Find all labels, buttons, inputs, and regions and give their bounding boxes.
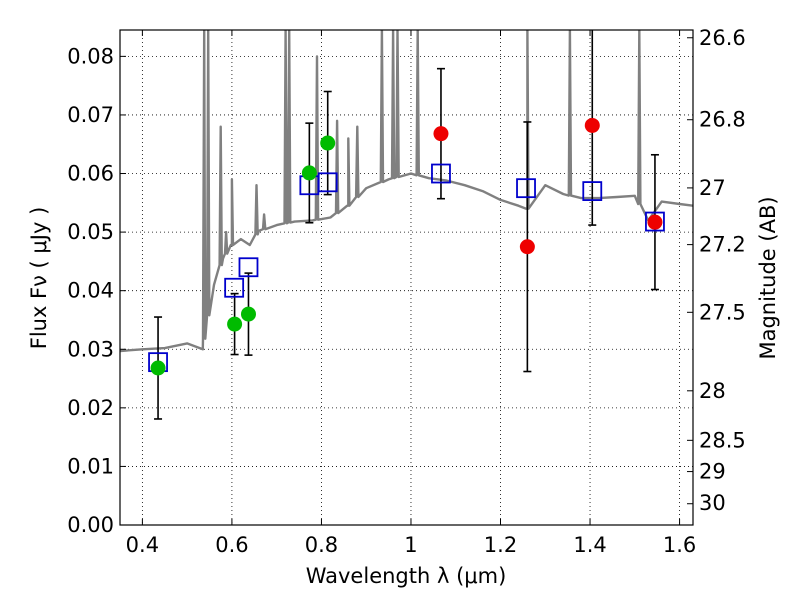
hst-point [301,165,317,181]
y-right-tick-label: 28 [699,379,726,403]
model-flux-square [317,172,338,193]
x-tick-label: 1.2 [484,533,517,557]
x-tick-label: 0.6 [215,533,248,557]
hst-point [240,306,256,322]
x-tick-label: 1.6 [663,533,696,557]
hst-point [320,135,336,151]
model-flux-square [431,163,451,184]
x-tick-label: 0.8 [305,533,338,557]
x-tick-label: 1.4 [573,533,606,557]
y-tick-label: 0.02 [67,396,114,420]
axes: 0.4 0.6 0.8 1 1.2 1.4 1.6 0.00 0.01 0.02 0.03 0.04 0… [67,26,746,557]
y-right-tick-label: 26.6 [699,26,746,50]
y-tick-label: 0.01 [67,454,114,478]
y-axis-right-label: Magnitude (AB) [756,196,780,359]
y-right-tick-label: 27.5 [699,300,746,324]
model-flux-square [645,211,665,232]
hst-point [227,316,243,332]
y-tick-label: 0.05 [67,220,114,244]
x-axis-label: Wavelength λ (μm) [306,564,507,588]
ir-point [519,239,535,255]
y-tick-label: 0.00 [67,513,114,537]
y-right-tick-label: 27 [699,176,726,200]
model-flux-square [224,277,245,298]
y-tick-label: 0.08 [67,44,114,68]
model-flux-square [516,178,536,199]
y-tick-label: 0.07 [67,103,114,127]
grid [120,30,693,526]
x-tick-label: 1 [404,533,417,557]
x-tick-label: 0.4 [126,533,159,557]
ir-point [584,117,600,133]
plot-area [120,30,693,420]
y-right-tick-label: 26.8 [699,108,746,132]
y-right-tick-label: 28.5 [699,428,746,452]
ir-point [647,214,663,230]
model-flux-square [238,257,259,278]
y-right-tick-label: 30 [699,491,726,515]
y-right-tick-label: 27.2 [699,233,746,257]
y-tick-label: 0.04 [67,279,114,303]
ir-point [433,126,449,142]
y-axis-label: Flux Fν ( μJy ) [27,207,51,350]
y-tick-label: 0.06 [67,162,114,186]
y-tick-label: 0.03 [67,337,114,361]
model-spectrum-line [120,30,693,353]
y-right-tick-label: 29 [699,460,726,484]
model-flux-square [582,181,603,201]
hst-point [150,360,166,376]
plot-frame [119,29,694,526]
